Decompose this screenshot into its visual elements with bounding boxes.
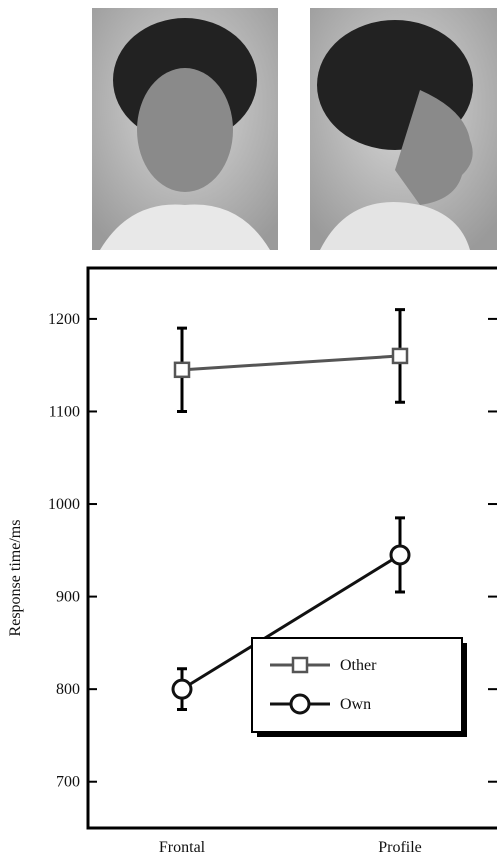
y-tick-label: 1200 — [48, 311, 80, 328]
y-axis-label: Response time/ms — [7, 520, 24, 637]
y-tick-label: 1000 — [48, 496, 80, 513]
marker-square — [173, 361, 191, 379]
marker-square — [291, 656, 309, 674]
y-tick-label: 800 — [56, 681, 80, 698]
marker-square — [391, 347, 409, 365]
photo-profile — [310, 8, 497, 250]
legend-label: Other — [340, 657, 377, 674]
y-tick-label: 900 — [56, 589, 80, 606]
x-tick-label: Profile — [378, 839, 422, 856]
marker-circle — [171, 678, 193, 700]
axis-frame — [86, 266, 497, 830]
marker-circle — [389, 544, 411, 566]
legend-box — [251, 637, 463, 733]
y-tick-label: 700 — [56, 774, 80, 791]
series-line — [181, 553, 401, 691]
photo-frontal — [92, 8, 278, 250]
marker-circle — [289, 693, 311, 715]
series-line — [181, 354, 401, 372]
y-tick-label: 1100 — [49, 403, 80, 420]
x-tick-label: Frontal — [159, 839, 206, 856]
legend-label: Own — [340, 696, 371, 713]
